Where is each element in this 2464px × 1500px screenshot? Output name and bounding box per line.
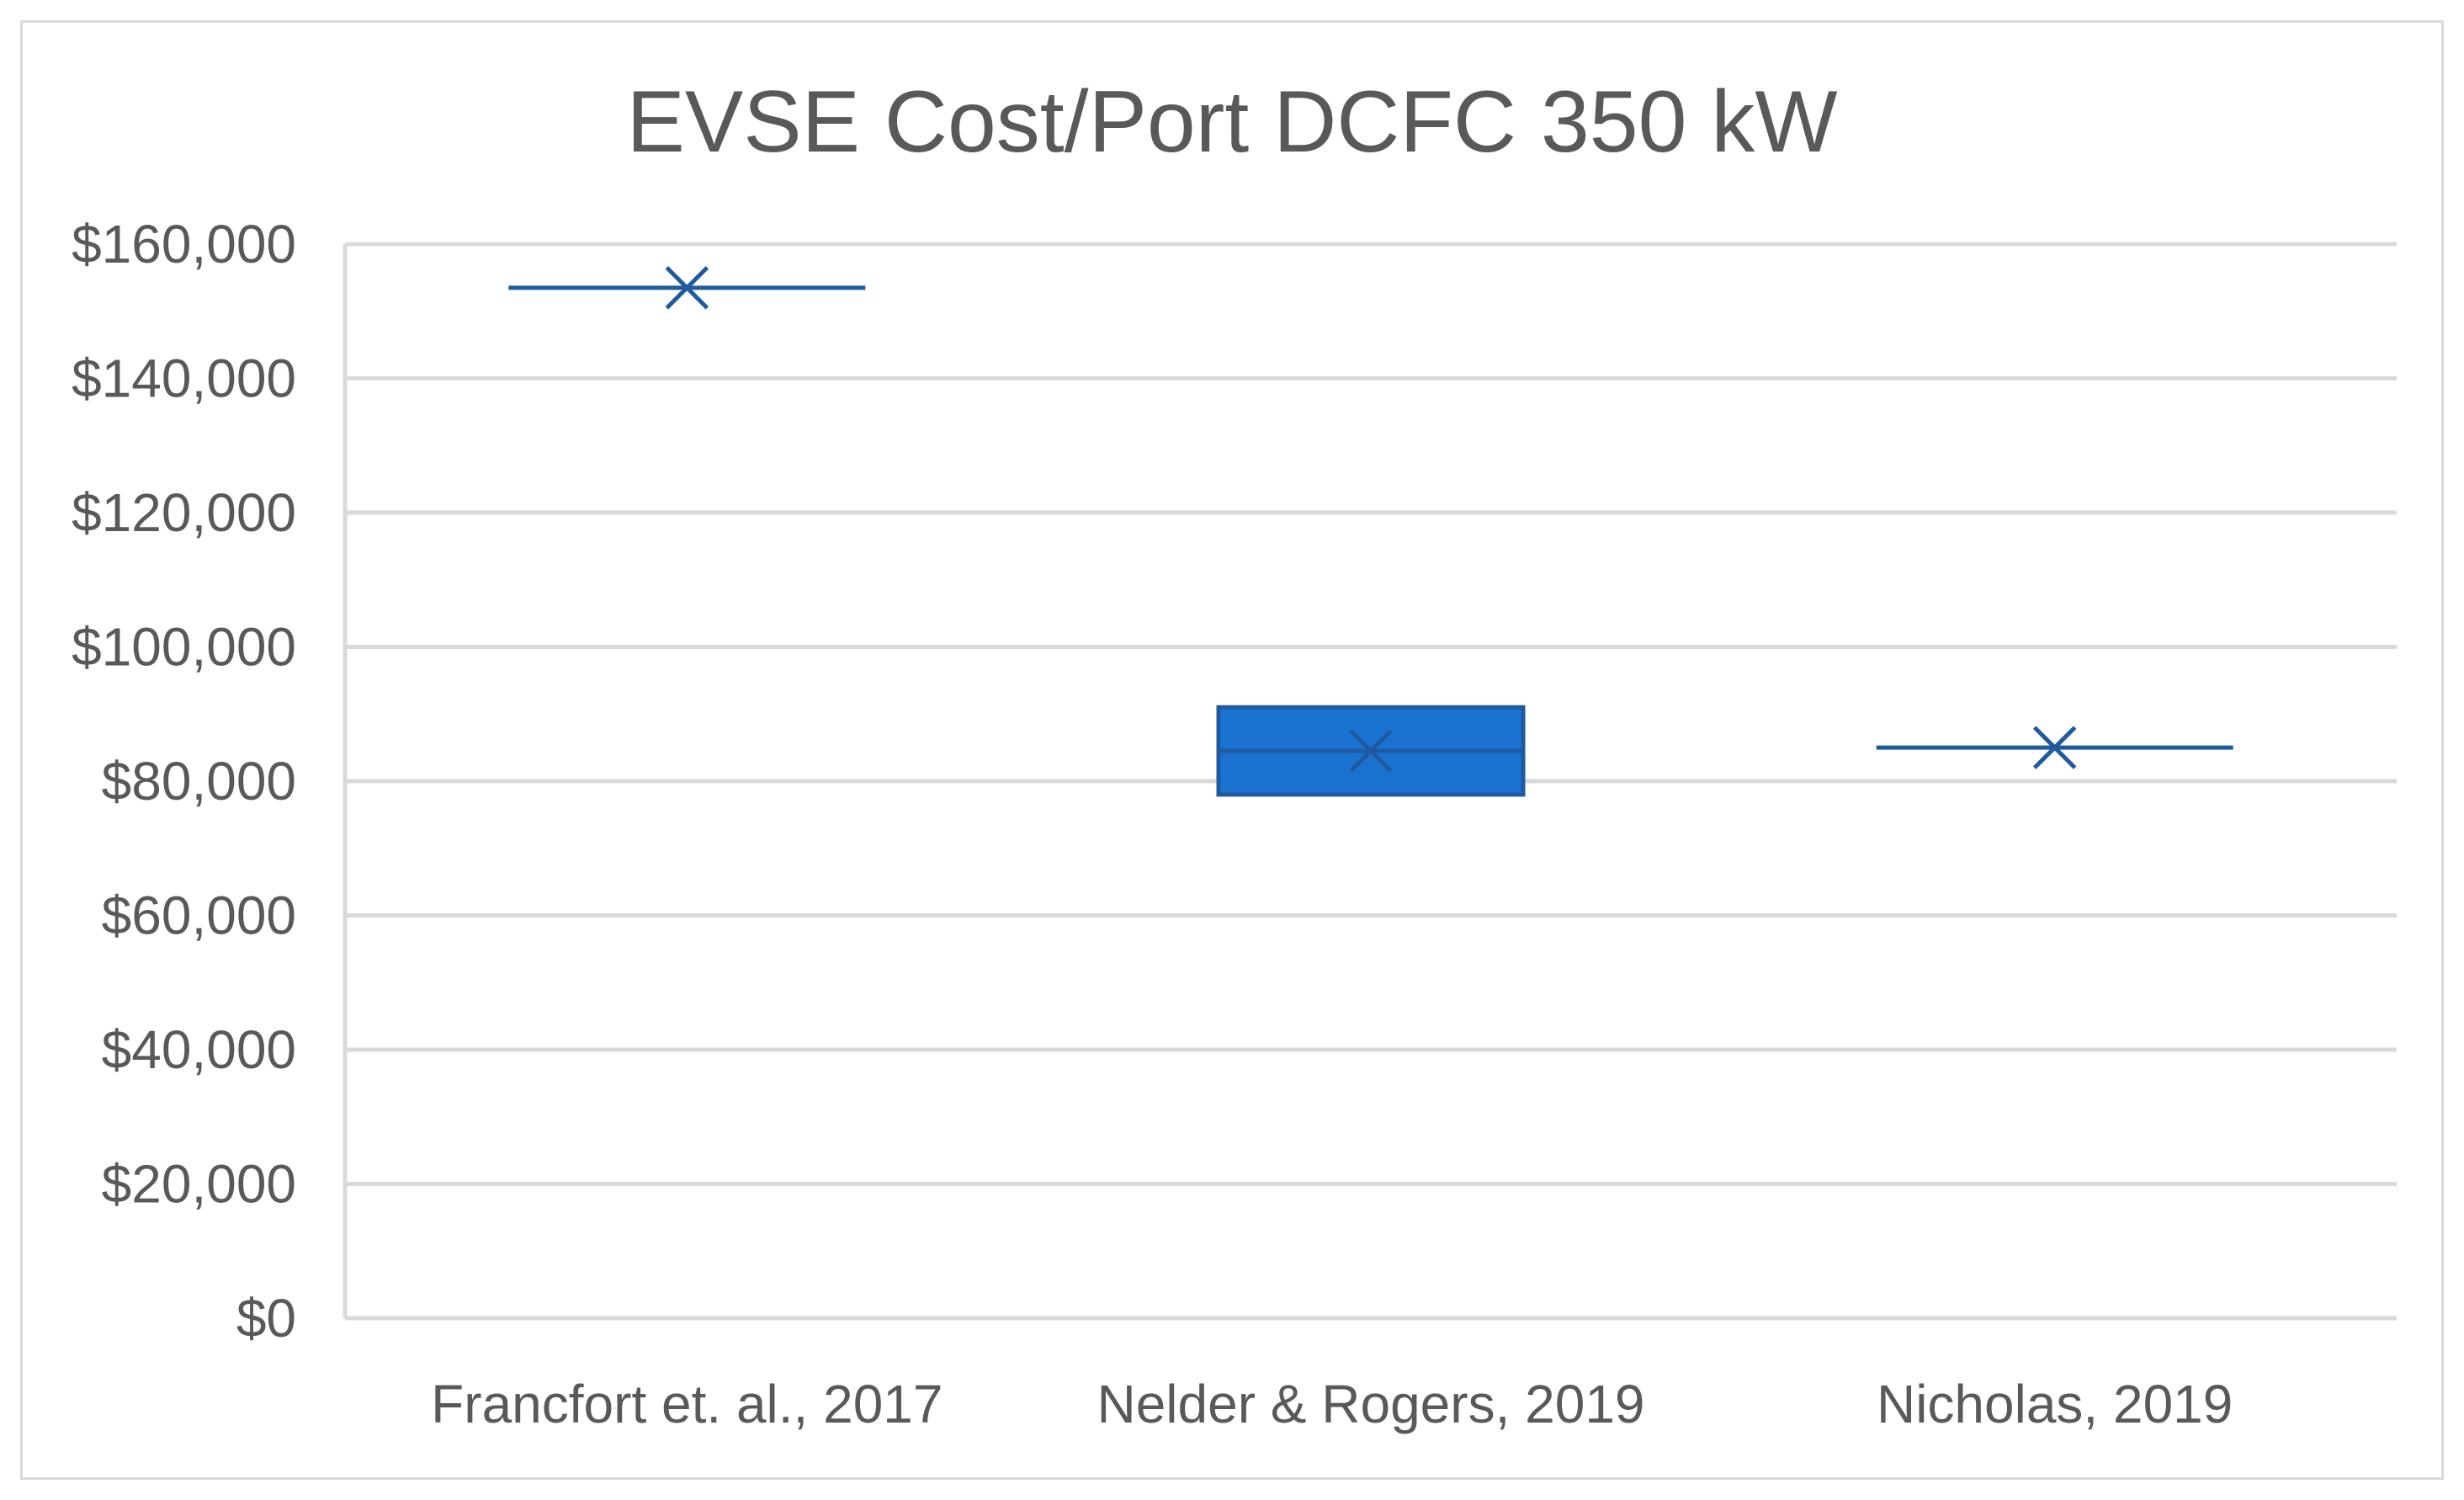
mean-marker (665, 266, 709, 310)
y-tick-label: $20,000 (102, 1154, 296, 1215)
y-tick-label: $60,000 (102, 886, 296, 946)
box-0 (508, 266, 866, 310)
y-axis-tick-labels: $0 $20,000 $40,000 $60,000 $80,000 $100,000 $1… (72, 214, 296, 1348)
y-tick-label: $140,000 (72, 348, 296, 409)
y-tick-label: $100,000 (72, 617, 296, 678)
box-2 (1876, 726, 2233, 769)
box-1 (1216, 705, 1526, 797)
mean-marker (1349, 729, 1393, 773)
y-tick-label: $120,000 (72, 482, 296, 543)
mean-marker-stroke (2032, 726, 2077, 769)
x-category-label: Nicholas, 2019 (1877, 1374, 2233, 1434)
box-series (508, 266, 2233, 797)
y-tick-label: $40,000 (102, 1019, 296, 1080)
y-tick-label: $80,000 (102, 751, 296, 811)
mean-marker (2032, 726, 2077, 769)
x-category-label: Nelder & Rogers, 2019 (1097, 1374, 1644, 1434)
y-tick-label: $0 (236, 1288, 296, 1348)
chart-title: EVSE Cost/Port DCFC 350 kW (626, 73, 1837, 171)
mean-marker-stroke (1349, 729, 1393, 773)
gridlines (343, 242, 2397, 1321)
mean-marker-stroke (665, 266, 709, 310)
y-tick-label: $160,000 (72, 214, 296, 274)
x-category-label: Francfort et. al., 2017 (431, 1374, 943, 1434)
x-axis-category-labels: Francfort et. al., 2017 Nelder & Rogers, … (431, 1374, 2233, 1434)
